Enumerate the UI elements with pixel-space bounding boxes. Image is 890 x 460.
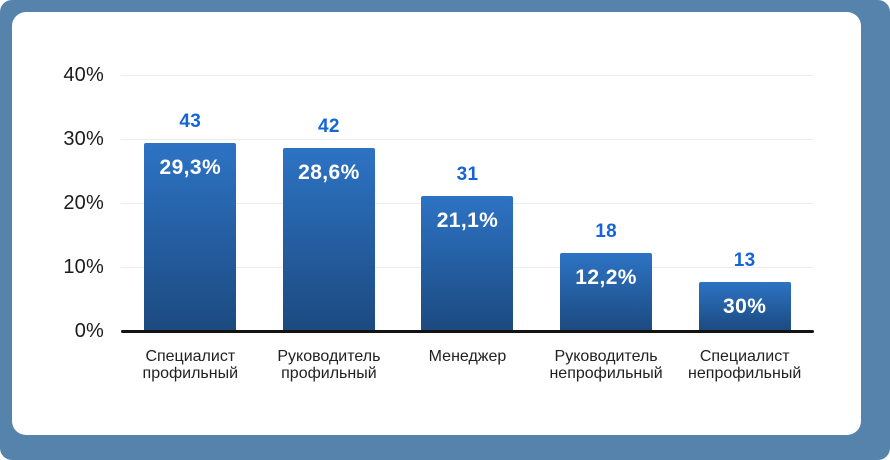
category-labels: Специалист профильный Руководитель профил… xyxy=(121,348,814,382)
bar-count-label: 31 xyxy=(456,163,479,185)
bar-slot: 13 30% xyxy=(675,75,814,331)
bar: 30% xyxy=(698,281,791,331)
bar-slot: 18 12,2% xyxy=(537,75,676,331)
x-axis-line xyxy=(121,330,814,333)
bar-count-label: 18 xyxy=(595,220,617,242)
category-label: Руководитель непрофильный xyxy=(549,348,663,382)
bar-percent-label: 12,2% xyxy=(575,265,637,289)
bar: 12,2% xyxy=(560,252,653,331)
category-label: Менеджер xyxy=(428,348,507,365)
bar-count-label: 13 xyxy=(733,249,756,271)
bar: 28,6% xyxy=(282,147,375,331)
bar: 21,1% xyxy=(421,195,514,331)
y-tick-label: 40% xyxy=(63,64,104,86)
chart-card: 40% 30% 20% 10% 0% 43 29,3% 42 28,6% 31 21,1% 18 12… xyxy=(12,12,861,435)
bar-slot: 42 28,6% xyxy=(260,75,399,331)
category-label: Специалист профильный xyxy=(142,348,239,382)
bar-percent-label: 28,6% xyxy=(298,160,360,184)
category-label: Специалист непрофильный xyxy=(688,348,802,382)
category-label: Руководитель профильный xyxy=(277,348,381,382)
y-tick-label: 20% xyxy=(63,192,104,214)
bars: 43 29,3% 42 28,6% 31 21,1% 18 12,2% 13 30% xyxy=(121,75,814,331)
bar: 29,3% xyxy=(144,143,237,331)
bar-percent-label: 30% xyxy=(723,294,767,318)
bar-percent-label: 29,3% xyxy=(159,156,222,180)
gridline xyxy=(121,75,814,76)
bar-count-label: 42 xyxy=(318,115,340,137)
plot-area: 43 29,3% 42 28,6% 31 21,1% 18 12,2% 13 30% xyxy=(121,75,814,331)
y-tick-label: 10% xyxy=(63,256,104,278)
bar-chart: 40% 30% 20% 10% 0% 43 29,3% 42 28,6% 31 21,1% 18 12… xyxy=(12,12,861,435)
gridline xyxy=(121,139,814,140)
y-tick-label: 30% xyxy=(63,128,104,150)
bar-slot: 31 21,1% xyxy=(398,75,537,331)
bar-count-label: 43 xyxy=(179,111,202,133)
y-tick-label: 0% xyxy=(74,320,104,342)
bar-percent-label: 21,1% xyxy=(436,208,499,232)
bar-slot: 43 29,3% xyxy=(121,75,260,331)
